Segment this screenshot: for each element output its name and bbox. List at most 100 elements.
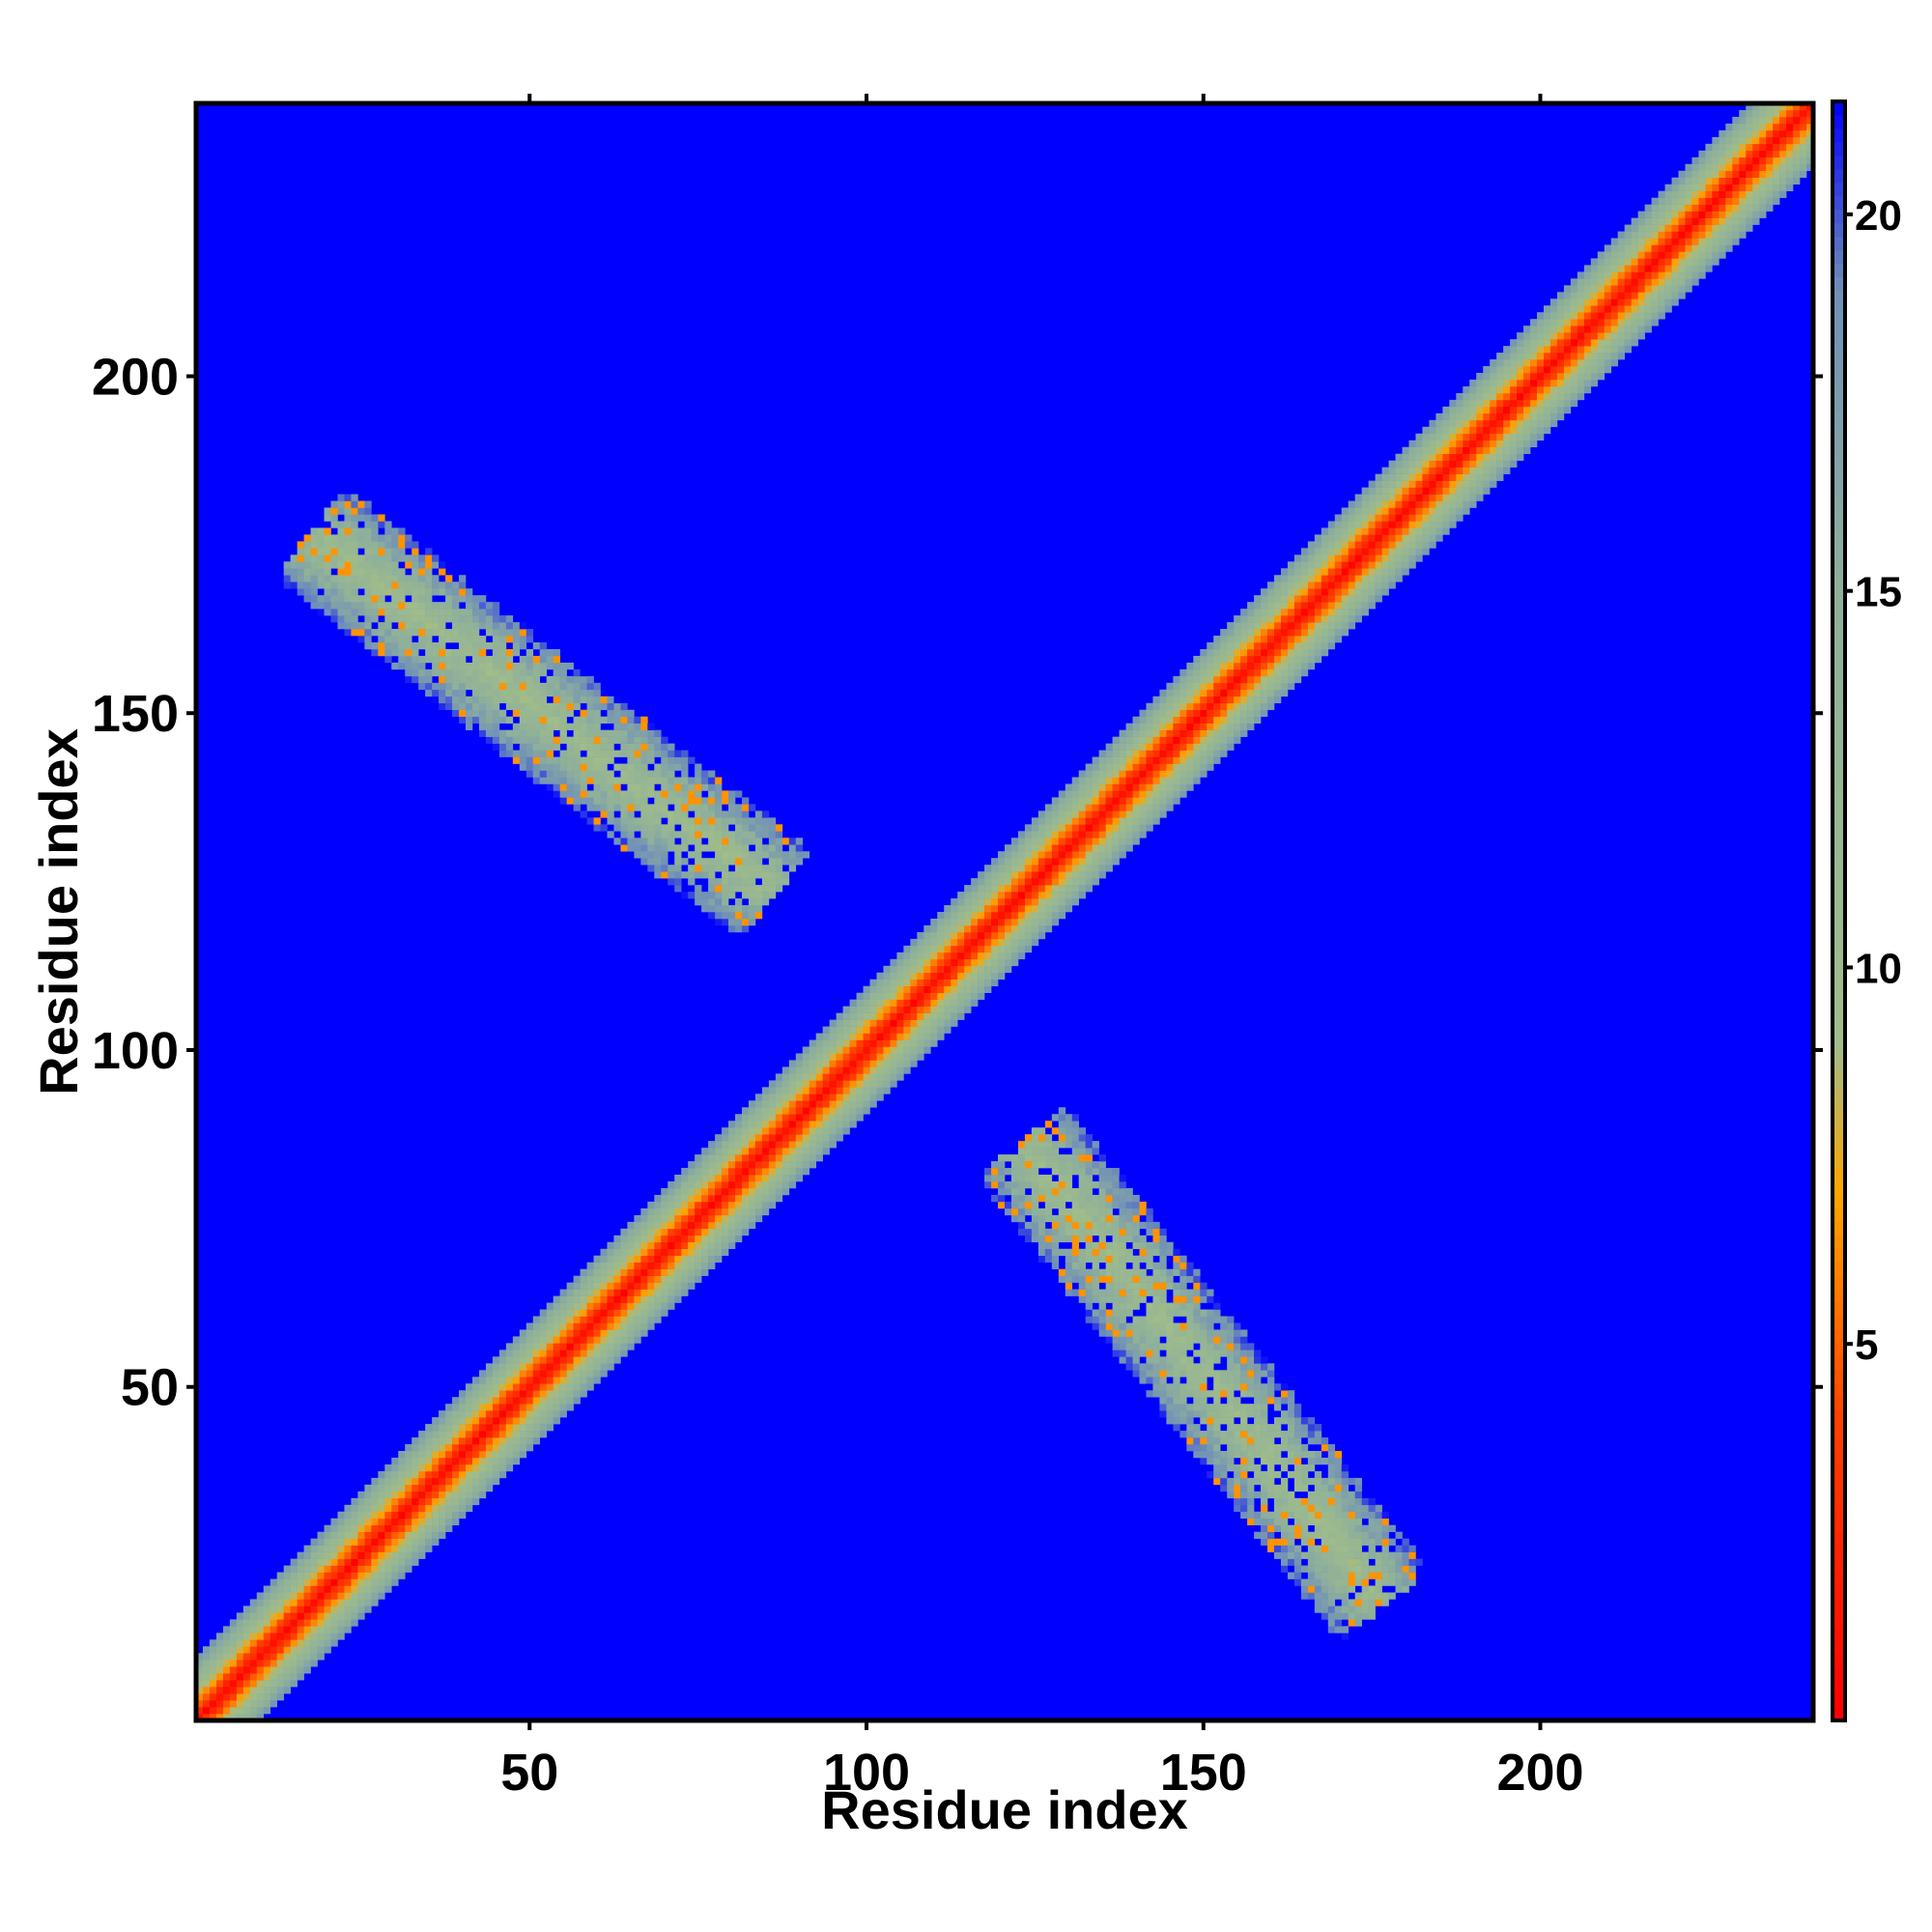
heatmap-cell: [593, 797, 601, 805]
heatmap-cell: [378, 1518, 385, 1526]
heatmap-cell: [620, 1282, 628, 1290]
heatmap-cell: [249, 1666, 258, 1674]
heatmap-cell: [1193, 1383, 1201, 1391]
heatmap-cell: [1058, 804, 1066, 811]
heatmap-cell: [795, 1127, 804, 1135]
heatmap-cell: [1071, 878, 1080, 886]
heatmap-cell: [681, 1289, 689, 1296]
heatmap-cell: [1240, 729, 1248, 737]
heatmap-cell: [1119, 851, 1126, 859]
heatmap-cell: [586, 1289, 594, 1296]
heatmap-cell: [754, 1107, 763, 1115]
heatmap-cell: [930, 972, 938, 980]
heatmap-cell: [1031, 1134, 1039, 1142]
heatmap-cell: [1152, 736, 1160, 744]
heatmap-cell: [815, 1114, 823, 1122]
heatmap-cell: [1247, 709, 1255, 718]
heatmap-cell: [1098, 1201, 1106, 1209]
heatmap-cell: [923, 979, 931, 987]
heatmap-cell: [715, 1148, 723, 1155]
heatmap-cell: [1354, 1491, 1362, 1499]
heatmap-cell: [1037, 1214, 1046, 1223]
heatmap-cell: [842, 1100, 850, 1108]
heatmap-cell: [1098, 750, 1106, 757]
heatmap-cell: [1044, 858, 1053, 866]
heatmap-cell: [1293, 1444, 1302, 1452]
heatmap-cell: [600, 1370, 608, 1378]
heatmap-cell: [337, 1518, 345, 1526]
heatmap-cell: [553, 790, 560, 798]
heatmap-cell: [761, 844, 770, 852]
heatmap-cell: [1334, 1585, 1343, 1593]
heatmap-cell: [1227, 1410, 1235, 1418]
heatmap-cell: [613, 1289, 621, 1296]
heatmap-cell: [1234, 736, 1241, 744]
heatmap-cell: [459, 702, 467, 711]
heatmap-cell: [1220, 736, 1228, 744]
heatmap-cell: [1300, 1451, 1309, 1459]
heatmap-cell: [863, 1080, 870, 1088]
heatmap-cell: [1254, 1404, 1262, 1411]
heatmap-cell: [1280, 1444, 1289, 1452]
heatmap-cell: [937, 958, 945, 967]
heatmap-cell: [1105, 1241, 1113, 1250]
heatmap-cell: [1125, 817, 1133, 825]
heatmap-cell: [1085, 885, 1093, 893]
heatmap-cell: [553, 675, 560, 684]
heatmap-cell: [1220, 1484, 1228, 1492]
heatmap-cell: [364, 1578, 372, 1586]
heatmap-cell: [276, 1612, 284, 1620]
heatmap-cell: [1024, 871, 1033, 879]
heatmap-cell: [1381, 1558, 1389, 1566]
heatmap-cell: [471, 1463, 480, 1472]
heatmap-cell: [303, 1545, 311, 1552]
heatmap-cell: [1037, 918, 1046, 926]
heatmap-cell: [505, 696, 514, 704]
heatmap-cell: [1287, 1572, 1295, 1579]
heatmap-cell: [337, 1572, 345, 1579]
heatmap-cell: [1354, 1524, 1362, 1532]
heatmap-cell: [505, 750, 514, 757]
heatmap-cell: [661, 790, 668, 798]
heatmap-cell: [1307, 1497, 1322, 1506]
heatmap-cell: [944, 972, 952, 980]
heatmap-cell: [573, 1370, 581, 1378]
heatmap-cell: [1010, 1201, 1019, 1209]
heatmap-cell: [869, 1033, 877, 1040]
heatmap-cell: [1031, 931, 1039, 940]
heatmap-cell: [708, 898, 716, 906]
heatmap-cell: [1314, 1470, 1322, 1479]
heatmap-cell: [600, 1302, 608, 1310]
heatmap-cell: [1179, 1383, 1187, 1391]
heatmap-cell: [471, 668, 480, 677]
heatmap-cell: [1213, 716, 1221, 724]
heatmap-cell: [1234, 729, 1241, 737]
heatmap-cell: [1112, 1228, 1120, 1236]
heatmap-cell: [607, 1255, 614, 1263]
heatmap-cell: [863, 1012, 870, 1020]
heatmap-cell: [1179, 1370, 1187, 1378]
heatmap-cell: [539, 1350, 547, 1357]
heatmap-cell: [708, 1248, 716, 1257]
heatmap-cell: [1293, 1558, 1302, 1566]
heatmap-cell: [1179, 1309, 1187, 1317]
heatmap-cell: [1166, 1404, 1174, 1411]
heatmap-cell: [681, 1208, 689, 1216]
heatmap-cell: [842, 1066, 850, 1074]
heatmap-cell: [768, 1094, 777, 1101]
heatmap-cell: [715, 1161, 723, 1169]
heatmap-cell: [1193, 1302, 1201, 1310]
heatmap-cell: [1071, 1134, 1080, 1142]
heatmap-cell: [1112, 810, 1120, 818]
heatmap-cell: [1132, 1262, 1140, 1269]
heatmap-cell: [593, 1356, 601, 1364]
heatmap-cell: [1024, 898, 1033, 906]
heatmap-cell: [459, 709, 467, 718]
heatmap-cell: [849, 1053, 857, 1061]
heatmap-cell: [754, 892, 763, 899]
heatmap-cell: [984, 945, 992, 953]
heatmap-cell: [802, 1121, 810, 1128]
heatmap-cell: [1065, 892, 1073, 899]
heatmap-cell: [1354, 1619, 1362, 1627]
heatmap-cell: [539, 750, 547, 757]
